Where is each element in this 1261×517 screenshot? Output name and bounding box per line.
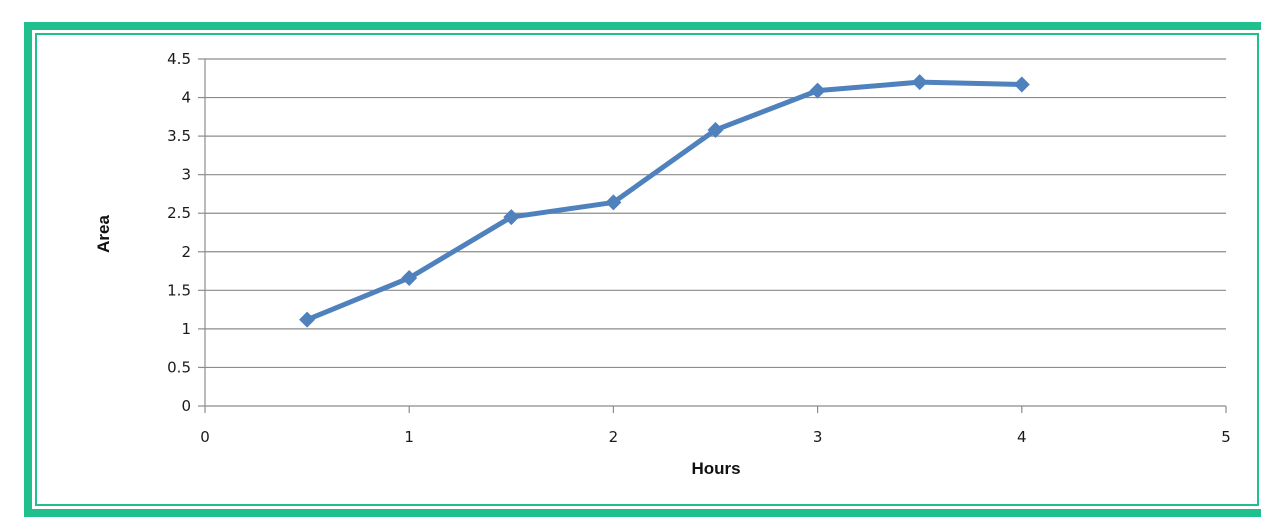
- x-tick-label: 0: [200, 428, 210, 446]
- x-tick-label: 5: [1221, 428, 1231, 446]
- x-axis-title: Hours: [691, 459, 740, 478]
- data-point-3: [605, 194, 622, 211]
- data-point-4: [707, 121, 724, 138]
- x-tick-label: 4: [1017, 428, 1027, 446]
- y-axis-title: Area: [94, 215, 113, 253]
- y-tick-label: 3: [181, 166, 191, 184]
- y-tick-label: 3.5: [167, 127, 191, 145]
- data-point-5: [809, 82, 826, 99]
- line-chart: 0 0.5 1 1.5 2 2.5 3 3.5 4 4.5 0 1 2 3 4 5 Hours Area: [94, 50, 1231, 478]
- y-tick-label: 0: [181, 397, 191, 415]
- y-tick-label: 0.5: [167, 358, 191, 376]
- x-tick-label: 2: [609, 428, 619, 446]
- axes: [198, 58, 1227, 413]
- chart-frame-inner: [35, 33, 1259, 506]
- series-area: [299, 74, 1030, 328]
- data-point-7: [1013, 76, 1030, 93]
- data-point-2: [503, 209, 520, 226]
- chart-frame: [24, 22, 1261, 517]
- grid-lines: [205, 58, 1226, 369]
- series-line: [304, 79, 1025, 323]
- x-tick-labels: 0 1 2 3 4 5: [200, 428, 1231, 446]
- data-point-1: [401, 269, 418, 286]
- y-tick-label: 2.5: [167, 204, 191, 222]
- data-point-6: [911, 74, 928, 91]
- y-tick-label: 2: [181, 243, 191, 261]
- data-point-0: [299, 311, 316, 328]
- y-tick-label: 1.5: [167, 281, 191, 299]
- x-tick-label: 1: [404, 428, 414, 446]
- y-tick-label: 4: [181, 89, 191, 107]
- y-tick-labels: 0 0.5 1 1.5 2 2.5 3 3.5 4 4.5: [167, 50, 191, 415]
- y-tick-label: 1: [181, 320, 191, 338]
- y-tick-label: 4.5: [167, 50, 191, 68]
- x-tick-label: 3: [813, 428, 823, 446]
